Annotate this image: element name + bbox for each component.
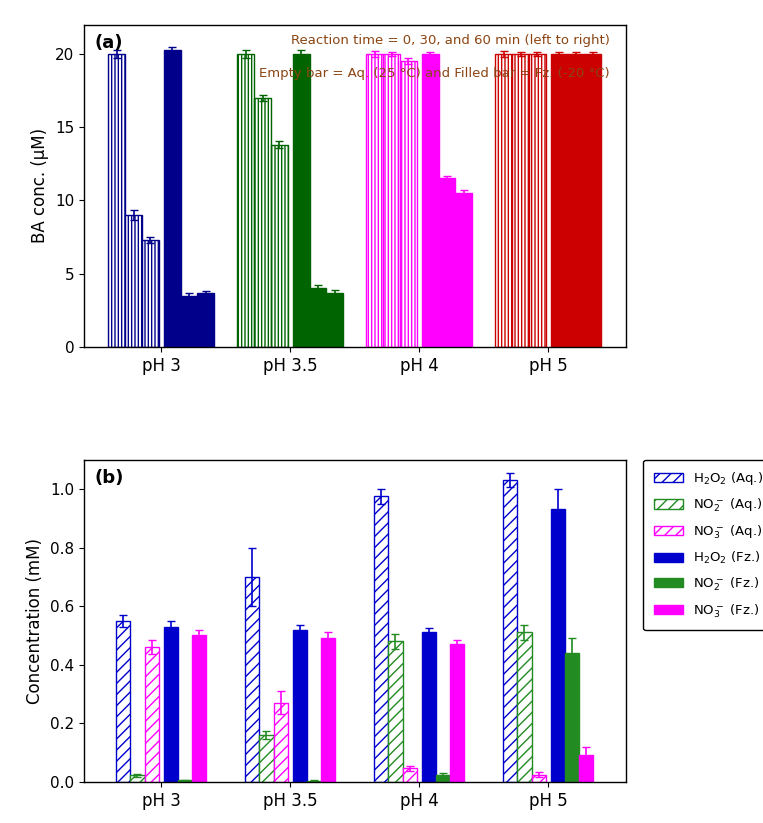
Bar [259, 735, 274, 782]
Bar [551, 509, 565, 782]
Bar [142, 240, 159, 346]
Text: Reaction time = 0, 30, and 60 min (left to right): Reaction time = 0, 30, and 60 min (left … [291, 35, 610, 48]
Bar [388, 641, 403, 782]
Bar [192, 635, 207, 782]
Bar [456, 193, 472, 346]
Bar [584, 54, 601, 346]
Bar [400, 61, 417, 346]
Bar [293, 630, 307, 782]
Bar [271, 145, 288, 346]
Bar [237, 54, 254, 346]
Text: (b): (b) [95, 469, 124, 487]
Bar [181, 295, 198, 346]
Bar [579, 756, 594, 782]
Bar [503, 480, 517, 782]
Bar [307, 781, 321, 782]
Bar [495, 54, 512, 346]
Bar [273, 703, 288, 782]
Bar [512, 54, 529, 346]
Bar [532, 774, 546, 782]
Bar [366, 54, 383, 346]
Y-axis label: BA conc. (μM): BA conc. (μM) [31, 128, 50, 244]
Bar [164, 49, 181, 346]
Legend: H$_2$O$_2$ (Aq.), NO$_2^-$ (Aq.), NO$_3^-$ (Aq.), H$_2$O$_2$ (Fz.), NO$_2^-$ (Fz: H$_2$O$_2$ (Aq.), NO$_2^-$ (Aq.), NO$_3^… [643, 460, 763, 630]
Text: (a): (a) [95, 35, 124, 53]
Bar [245, 577, 259, 782]
Bar [293, 54, 310, 346]
Bar [529, 54, 546, 346]
Bar [125, 215, 142, 346]
Bar [403, 769, 417, 782]
Bar [422, 632, 436, 782]
Bar [321, 639, 336, 782]
Bar [164, 626, 178, 782]
Bar [436, 774, 450, 782]
Y-axis label: Concentration (mM): Concentration (mM) [27, 537, 44, 704]
Bar [422, 54, 439, 346]
Bar [383, 54, 400, 346]
Bar [517, 632, 532, 782]
Bar [310, 288, 327, 346]
Bar [551, 54, 568, 346]
Bar [450, 644, 465, 782]
Bar [178, 780, 192, 782]
Bar [116, 621, 130, 782]
Bar [374, 496, 388, 782]
Text: Empty bar = Aq. (25 °C) and Filled bar = Fz. (-20 °C): Empty bar = Aq. (25 °C) and Filled bar =… [259, 67, 610, 80]
Bar [130, 775, 144, 782]
Bar [568, 54, 584, 346]
Bar [198, 293, 214, 346]
Bar [439, 179, 456, 346]
Bar [327, 293, 343, 346]
Bar [254, 98, 271, 346]
Bar [144, 647, 159, 782]
Bar [565, 653, 579, 782]
Bar [108, 54, 125, 346]
